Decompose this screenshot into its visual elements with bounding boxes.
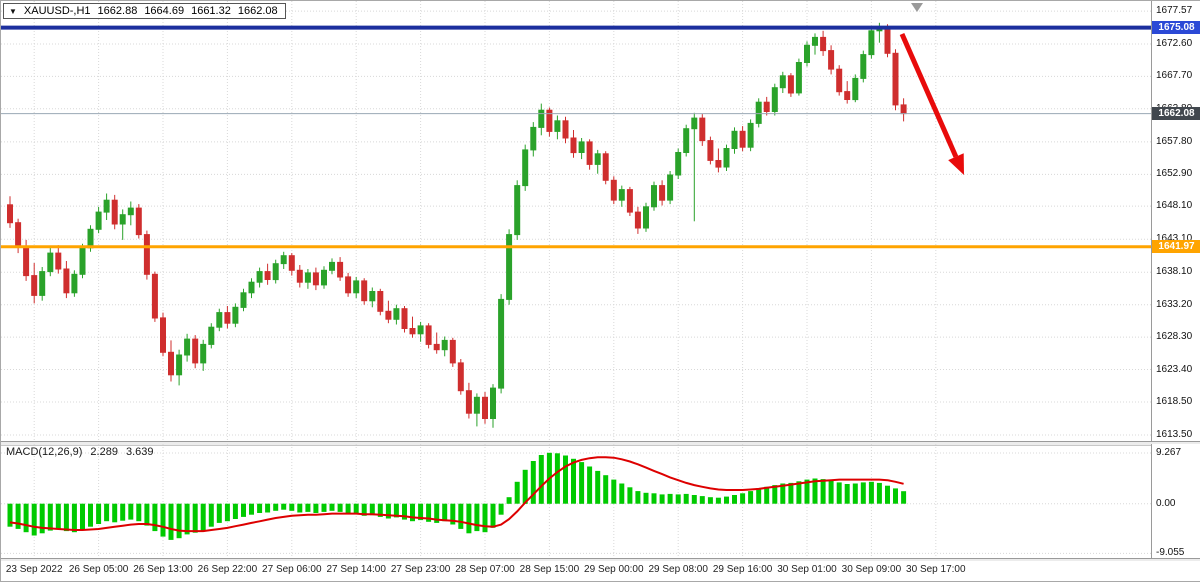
time-label: 26 Sep 05:00 [68,564,129,575]
macd-tick-label: 0.00 [1156,497,1176,509]
price-tick-label: 1618.50 [1156,396,1193,407]
price-tick-label: 1648.10 [1156,200,1193,212]
macd-histogram [7,452,907,540]
macd-tick-label: -9.055 [1156,547,1185,559]
price-tick-label: 1657.80 [1156,135,1193,147]
trend-arrow-annotation[interactable] [899,32,964,175]
price-tick-label: 1638.10 [1156,266,1193,278]
macd-canvas[interactable] [1,444,1151,558]
bar-high-value: 1664.69 [144,5,185,17]
bar-open-value: 1662.88 [97,5,138,17]
pane-splitter[interactable] [1,441,1200,446]
macd-axis: 9.267 0.00 -9.055 [1151,444,1200,558]
time-label: 27 Sep 23:00 [390,564,451,575]
macd-signal-line [9,456,904,533]
price-tick-label: 1613.50 [1156,429,1193,440]
price-axis[interactable]: 1677.571672.601667.701662.801657.801652.… [1151,1,1200,441]
price-grid [1,1,1151,441]
price-chart-canvas[interactable] [1,1,1151,441]
time-label: 30 Sep 09:00 [841,564,902,575]
chart-shift-marker-icon[interactable] [911,3,923,12]
macd-name-label: MACD(12,26,9) [6,446,83,458]
chart-info-box: ▼ XAUUSD-,H1 1662.88 1664.69 1661.32 166… [3,3,286,19]
time-label: 26 Sep 22:00 [197,564,258,575]
time-label: 27 Sep 06:00 [262,564,322,575]
time-label: 29 Sep 08:00 [648,564,708,575]
macd-signal-value: 3.639 [125,446,154,458]
macd-main-value: 2.289 [90,446,118,458]
bar-close-value: 1662.08 [237,5,278,17]
bar-low-value: 1661.32 [191,5,231,17]
price-tick-label: 1652.90 [1156,168,1193,180]
price-tick-label: 1672.60 [1156,38,1193,49]
macd-indicator-pane[interactable]: MACD(12,26,9) 2.289 3.639 [1,444,1151,558]
current-price-tag: 1662.08 [1152,106,1200,120]
time-axis[interactable]: 23 Sep 2022 26 Sep 05:00 26 Sep 13:00 26 Se… [1,561,1200,581]
time-label: 28 Sep 15:00 [519,564,580,575]
time-label: 30 Sep 17:00 [906,564,966,575]
support-price-tag: 1641.97 [1152,239,1200,253]
price-tick-label: 1628.30 [1156,331,1193,343]
resistance-price-tag: 1675.08 [1152,20,1200,34]
macd-tick-label: 9.267 [1156,447,1182,458]
time-label: 27 Sep 14:00 [326,564,386,575]
time-label: 30 Sep 01:00 [777,564,837,575]
time-label: 28 Sep 07:00 [455,564,515,575]
price-chart-pane[interactable]: ▼ XAUUSD-,H1 1662.88 1664.69 1661.32 166… [1,1,1151,441]
macd-indicator-label: MACD(12,26,9) 2.289 3.639 [6,446,153,458]
price-tick-label: 1677.57 [1156,5,1193,17]
price-tick-label: 1667.70 [1156,70,1193,82]
price-tick-label: 1643.10 [1156,233,1193,245]
time-label: 23 Sep 2022 [5,564,63,575]
symbol-period-label: XAUUSD-,H1 [23,5,91,17]
price-tick-label: 1623.40 [1156,363,1193,375]
time-label: 29 Sep 16:00 [712,564,773,575]
candles [7,22,907,428]
price-tick-label: 1633.20 [1156,298,1193,310]
time-label: 26 Sep 13:00 [133,564,193,575]
symbol-dropdown-icon[interactable]: ▼ [9,6,17,16]
time-label: 29 Sep 00:00 [584,564,644,575]
